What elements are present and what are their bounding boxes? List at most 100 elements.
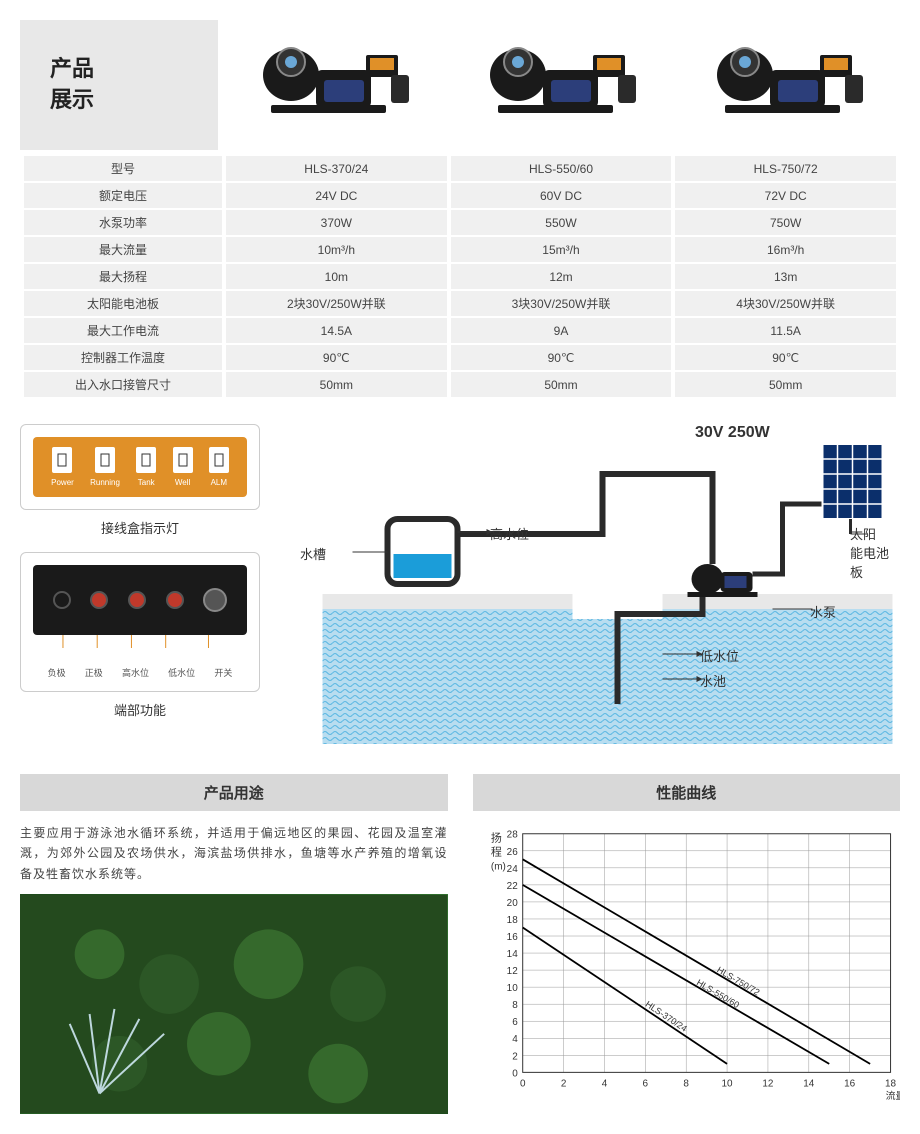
- table-row: 水泵功率370W550W750W: [24, 210, 896, 235]
- indicator-item: Tank: [136, 447, 156, 487]
- table-cell: 16m³/h: [675, 237, 896, 262]
- low-level-label: 低水位: [700, 646, 739, 665]
- table-row: 出入水口接管尺寸50mm50mm50mm: [24, 372, 896, 397]
- indicator-panel: Power Running Tank Well ALM: [33, 437, 247, 497]
- usage-text: 主要应用于游泳池水循环系统，并适用于偏远地区的果园、花园及温室灌溉，为郊外公园及…: [20, 823, 448, 884]
- svg-text:18: 18: [506, 915, 518, 926]
- table-cell: 90℃: [675, 345, 896, 370]
- title-line1: 产品: [50, 54, 218, 85]
- table-cell: 24V DC: [226, 183, 447, 208]
- table-cell: 9A: [451, 318, 672, 343]
- usage-column: 产品用途 主要应用于游泳池水循环系统，并适用于偏远地区的果园、花园及温室灌溉，为…: [20, 774, 448, 1114]
- svg-text:4: 4: [512, 1034, 518, 1045]
- indicator-item: Well: [173, 447, 193, 487]
- table-cell: 4块30V/250W并联: [675, 291, 896, 316]
- svg-text:流量（m³/h）: 流量（m³/h）: [885, 1089, 900, 1102]
- indicator-item: Running: [90, 447, 120, 487]
- svg-text:扬: 扬: [490, 831, 501, 845]
- connector-label: 负极: [48, 666, 66, 679]
- table-cell: 550W: [451, 210, 672, 235]
- chart-header: 性能曲线: [473, 774, 901, 811]
- connector-labels: 负极 正极 高水位 低水位 开关: [33, 666, 247, 679]
- svg-text:6: 6: [512, 1017, 518, 1028]
- table-cell: 90℃: [451, 345, 672, 370]
- title-line2: 展示: [50, 85, 218, 116]
- usage-header: 产品用途: [20, 774, 448, 811]
- svg-text:程: 程: [490, 846, 501, 859]
- table-cell: 15m³/h: [451, 237, 672, 262]
- connector-port: [53, 591, 71, 609]
- connector-port: [203, 588, 227, 612]
- svg-text:16: 16: [506, 932, 518, 943]
- connector-image: [33, 565, 247, 635]
- table-cell: 最大流量: [24, 237, 222, 262]
- indicator-caption: 接线盒指示灯: [20, 518, 260, 537]
- table-cell: 最大扬程: [24, 264, 222, 289]
- table-cell: 10m: [226, 264, 447, 289]
- connector-caption: 端部功能: [20, 700, 260, 719]
- table-cell: 2块30V/250W并联: [226, 291, 447, 316]
- product-header: 产品 展示: [20, 20, 900, 150]
- table-cell: HLS-550/60: [451, 156, 672, 181]
- pool-label: 水池: [700, 671, 726, 690]
- connector-port: [128, 591, 146, 609]
- table-cell: 50mm: [226, 372, 447, 397]
- left-panels: Power Running Tank Well ALM 接线盒指示灯 负极 正极 高水位 低水…: [20, 424, 260, 744]
- table-row: 型号HLS-370/24HLS-550/60HLS-750/72: [24, 156, 896, 181]
- table-cell: 90℃: [226, 345, 447, 370]
- svg-text:26: 26: [506, 847, 518, 858]
- table-cell: 最大工作电流: [24, 318, 222, 343]
- connector-label: 低水位: [168, 666, 195, 679]
- indicator-icon: [136, 447, 156, 473]
- table-cell: 12m: [451, 264, 672, 289]
- connector-port: [166, 591, 184, 609]
- svg-text:28: 28: [506, 830, 518, 841]
- svg-text:2: 2: [512, 1051, 518, 1062]
- high-level-label: 高水位: [490, 524, 529, 543]
- table-cell: 50mm: [675, 372, 896, 397]
- solar-spec-label: 30V 250W: [695, 424, 770, 442]
- connector-port: [90, 591, 108, 609]
- title-box: 产品 展示: [20, 20, 218, 150]
- indicator-label: Tank: [138, 478, 155, 487]
- pump-label: 水泵: [810, 602, 836, 621]
- table-row: 额定电压24V DC60V DC72V DC: [24, 183, 896, 208]
- svg-text:22: 22: [506, 881, 518, 892]
- table-row: 最大工作电流14.5A9A11.5A: [24, 318, 896, 343]
- indicator-item: ALM: [209, 447, 229, 487]
- indicator-icon: [95, 447, 115, 473]
- table-cell: 额定电压: [24, 183, 222, 208]
- table-cell: 控制器工作温度: [24, 345, 222, 370]
- indicator-label: Well: [175, 478, 190, 487]
- connector-panel-box: 负极 正极 高水位 低水位 开关: [20, 552, 260, 692]
- tank-label: 水槽: [300, 544, 326, 563]
- pump-image-2: [453, 20, 672, 150]
- chart-column: 性能曲线 28262422201816141210864200246810121…: [473, 774, 901, 1114]
- table-cell: 11.5A: [675, 318, 896, 343]
- svg-text:20: 20: [506, 898, 518, 909]
- indicator-label: Power: [51, 478, 74, 487]
- system-diagram: 30V 250W 太阳 能电池板 水槽 高水位 低水位 水池 水泵: [285, 424, 900, 744]
- solar-panel-label: 太阳 能电池板: [850, 524, 900, 581]
- connector-label: 开关: [214, 666, 232, 679]
- pump-image-1: [226, 20, 445, 150]
- indicator-item: Power: [51, 447, 74, 487]
- connector-label: 正极: [85, 666, 103, 679]
- table-cell: 10m³/h: [226, 237, 447, 262]
- table-cell: 370W: [226, 210, 447, 235]
- connector-label: 高水位: [122, 666, 149, 679]
- table-cell: 太阳能电池板: [24, 291, 222, 316]
- table-cell: 型号: [24, 156, 222, 181]
- svg-text:24: 24: [506, 864, 518, 875]
- svg-text:0: 0: [512, 1068, 518, 1079]
- table-cell: HLS-370/24: [226, 156, 447, 181]
- performance-chart: 2826242220181614121086420024681012141618…: [473, 823, 901, 1103]
- indicator-label: ALM: [211, 478, 227, 487]
- pump-image-3: [681, 20, 900, 150]
- svg-text:14: 14: [506, 949, 518, 960]
- table-cell: 750W: [675, 210, 896, 235]
- svg-text:10: 10: [506, 983, 518, 994]
- indicator-icon: [173, 447, 193, 473]
- table-row: 最大扬程10m12m13m: [24, 264, 896, 289]
- table-cell: 出入水口接管尺寸: [24, 372, 222, 397]
